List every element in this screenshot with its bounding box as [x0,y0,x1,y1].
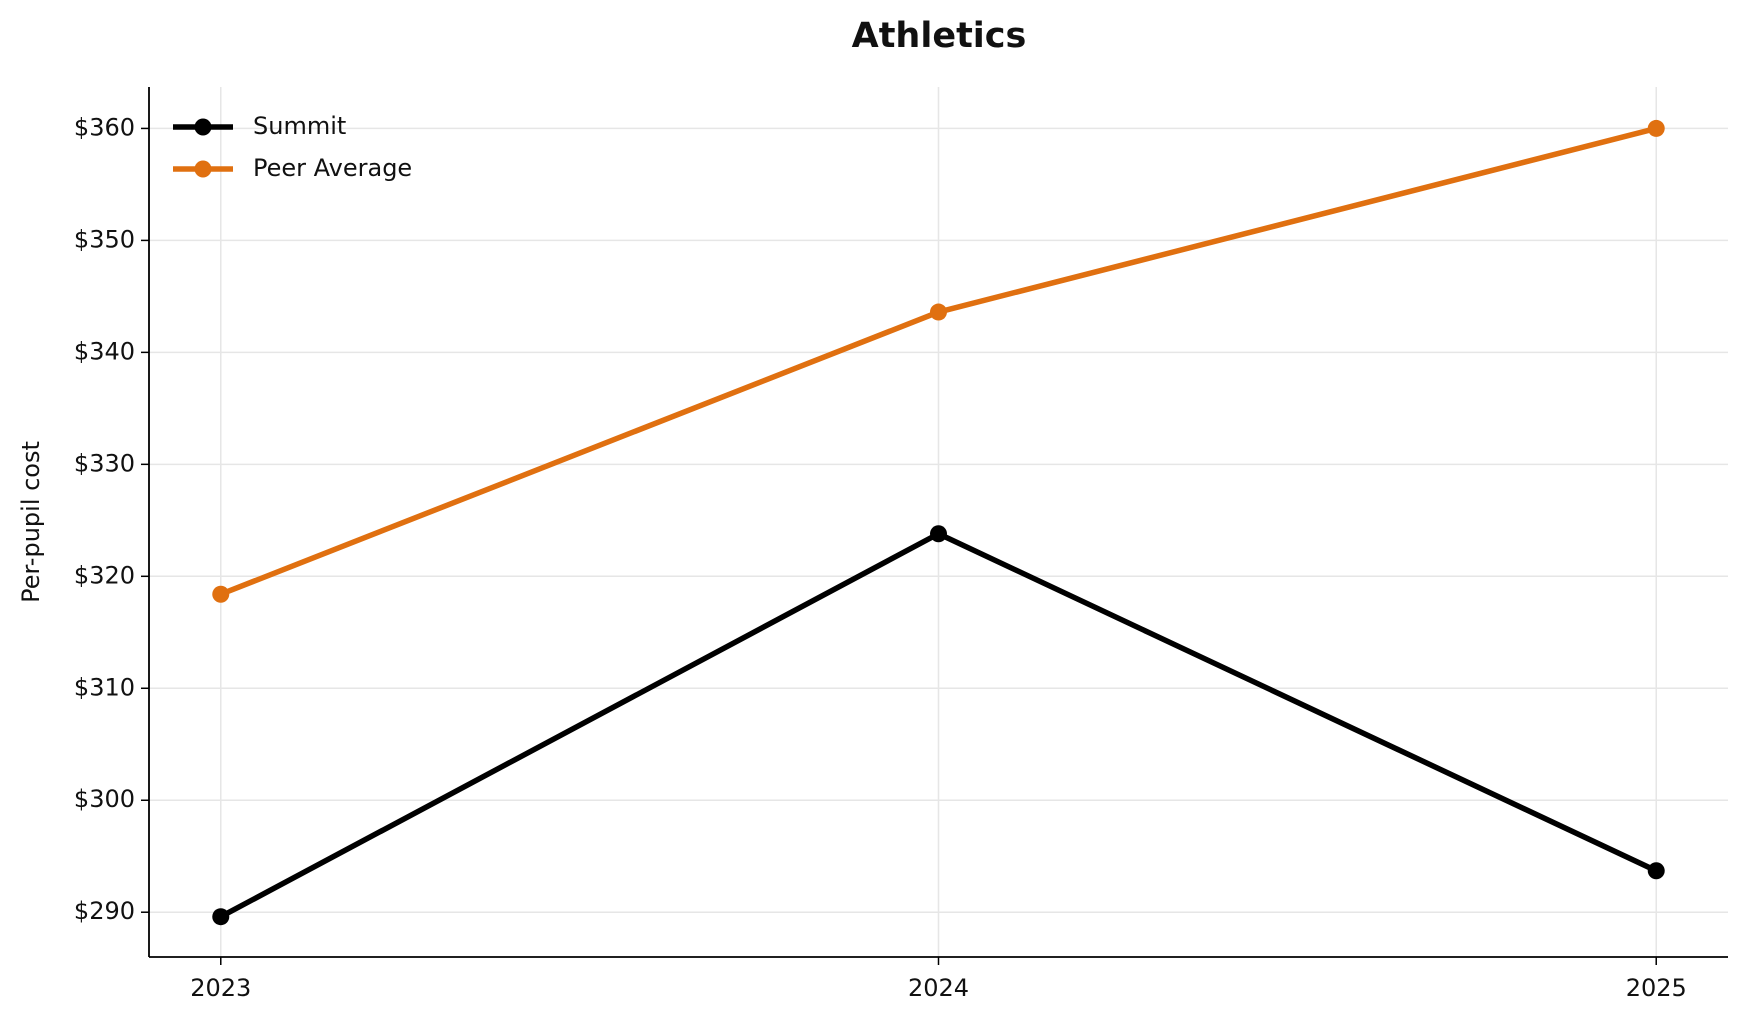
data-point [212,908,230,926]
y-tick-label: $360 [74,113,135,141]
x-tick-label: 2024 [908,974,969,1002]
y-tick-label: $340 [74,337,135,365]
x-tick-label: 2023 [190,974,251,1002]
chart-title: Athletics [852,16,1027,56]
y-tick-label: $350 [74,225,135,253]
y-tick-label: $330 [74,449,135,477]
legend-label: Summit [253,112,346,140]
y-tick-label: $290 [74,897,135,925]
x-tick-label: 2025 [1626,974,1687,1002]
data-point [1647,862,1665,880]
legend-marker [194,118,212,136]
y-tick-label: $300 [74,785,135,813]
data-point [930,303,947,321]
y-tick-label: $320 [74,561,135,589]
y-tick-label: $310 [74,673,135,701]
data-point [930,525,947,543]
legend-label: Peer Average [253,154,412,182]
y-axis-label: Per-pupil cost [17,441,45,603]
data-point [1647,119,1665,137]
legend-marker [194,160,212,178]
data-point [212,585,230,603]
